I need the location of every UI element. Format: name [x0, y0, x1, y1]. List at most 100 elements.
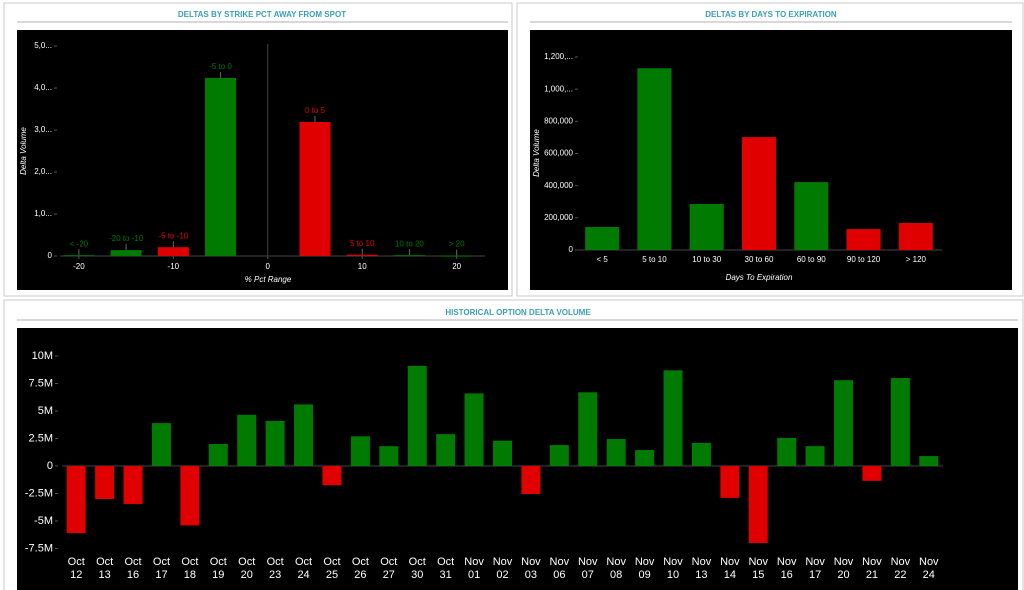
x-tick-label: Nov 08: [606, 556, 626, 581]
bar: [393, 255, 425, 257]
x-tick-label: 10 to 30: [692, 255, 721, 264]
bar: [407, 365, 427, 466]
data-label: < -20: [70, 239, 89, 248]
y-tick-label: 4,0...: [34, 83, 52, 92]
x-tick-label: Oct 20: [238, 556, 256, 581]
bar: [862, 466, 882, 481]
x-tick-label: 20: [452, 262, 461, 271]
chart-title: DELTAS BY DAYS TO EXPIRATION: [705, 10, 837, 19]
bar: [919, 456, 939, 466]
x-tick-label: Nov 01: [464, 556, 484, 581]
bar: [748, 466, 768, 543]
bar: [493, 440, 512, 466]
bar: [157, 247, 189, 256]
bar: [208, 444, 228, 466]
y-tick-label: -7.5M: [25, 542, 53, 554]
data-label: > 20: [449, 240, 465, 249]
bar: [63, 255, 95, 257]
x-tick-label: Oct 24: [295, 556, 313, 581]
bar: [637, 68, 672, 250]
bar: [585, 227, 620, 250]
bar: [890, 378, 910, 466]
y-tick-label: -2.5M: [25, 487, 53, 499]
x-tick-label: Oct 13: [96, 556, 114, 581]
y-tick-label: 600,000: [544, 149, 573, 158]
x-tick-label: 5 to 10: [642, 255, 667, 264]
x-tick-label: Nov 24: [919, 556, 939, 581]
bar: [464, 393, 484, 466]
x-tick-label: Nov 21: [862, 556, 882, 581]
y-tick-label: 5,0...: [34, 41, 52, 50]
x-tick-label: -10: [168, 262, 180, 271]
x-tick-label: Oct 17: [152, 556, 171, 581]
data-label: -5 to -10: [158, 231, 188, 240]
x-tick-label: 60 to 90: [797, 255, 826, 264]
bar: [180, 466, 200, 526]
x-tick-label: Nov 20: [833, 556, 854, 581]
y-tick-label: 0: [47, 460, 53, 472]
bar: [846, 229, 881, 250]
bar: [299, 122, 331, 257]
x-tick-label: Oct 25: [323, 556, 341, 581]
chart-title: HISTORICAL OPTION DELTA VOLUME: [445, 308, 591, 317]
bar: [294, 404, 314, 466]
bar: [441, 255, 473, 257]
bar: [379, 446, 399, 466]
bar: [110, 250, 142, 256]
x-tick-label: Nov 16: [776, 556, 797, 581]
y-tick-label: 800,000: [544, 116, 573, 125]
x-tick-label: Nov 10: [663, 556, 683, 581]
x-tick-label: < 5: [596, 255, 608, 264]
x-tick-label: Nov 15: [748, 556, 769, 581]
chart-title: DELTAS BY STRIKE PCT AWAY FROM SPOT: [178, 10, 346, 19]
bar: [742, 137, 776, 250]
bar: [805, 446, 825, 466]
x-tick-label: Oct 23: [266, 556, 284, 581]
bar: [265, 420, 285, 466]
data-label: 5 to 10: [350, 239, 375, 248]
bar: [66, 466, 86, 534]
y-tick-label: 1,0...: [34, 209, 52, 218]
x-tick-label: Nov 02: [492, 556, 513, 581]
bar: [205, 77, 237, 256]
x-tick-label: Nov 06: [549, 556, 570, 581]
bar: [95, 466, 115, 499]
bar: [898, 222, 933, 250]
bar: [720, 466, 740, 498]
y-tick-label: 2,0...: [34, 167, 52, 176]
data-label: 10 to 20: [395, 239, 424, 248]
x-tick-label: Oct 27: [380, 556, 398, 581]
bar: [578, 392, 598, 466]
x-tick-label: > 120: [906, 255, 927, 264]
x-tick-label: 10: [358, 262, 367, 271]
x-tick-label: Oct 30: [408, 556, 426, 581]
x-tick-label: Nov 13: [691, 556, 712, 581]
y-tick-label: 5M: [38, 405, 53, 417]
y-tick-label: 10M: [32, 350, 53, 362]
data-label: -5 to 0: [209, 62, 232, 71]
plot-background: [17, 30, 508, 290]
x-tick-label: -20: [73, 262, 85, 271]
x-tick-label: Oct 19: [209, 556, 227, 581]
y-tick-label: 1,200,...: [544, 52, 573, 61]
x-tick-label: 0: [266, 262, 271, 271]
bar: [350, 436, 370, 466]
x-axis-title: Days To Expiration: [726, 273, 793, 282]
y-tick-label: -5M: [34, 515, 53, 527]
y-tick-label: 0: [48, 251, 53, 260]
bar: [346, 254, 378, 256]
data-label: 0 to 5: [305, 106, 326, 115]
x-tick-label: Nov 22: [890, 556, 911, 581]
bar: [691, 442, 711, 466]
y-tick-label: 3,0...: [34, 125, 52, 134]
x-tick-label: Oct 12: [67, 556, 85, 581]
x-tick-label: Oct 31: [437, 556, 455, 581]
y-tick-label: 200,000: [544, 213, 573, 222]
bar: [689, 204, 724, 250]
x-tick-label: Nov 03: [521, 556, 541, 581]
x-tick-label: Nov 17: [805, 556, 825, 581]
x-tick-label: Nov 09: [634, 556, 655, 581]
bar: [606, 439, 626, 466]
x-tick-label: Nov 14: [720, 556, 740, 581]
x-tick-label: Oct 16: [124, 556, 142, 581]
